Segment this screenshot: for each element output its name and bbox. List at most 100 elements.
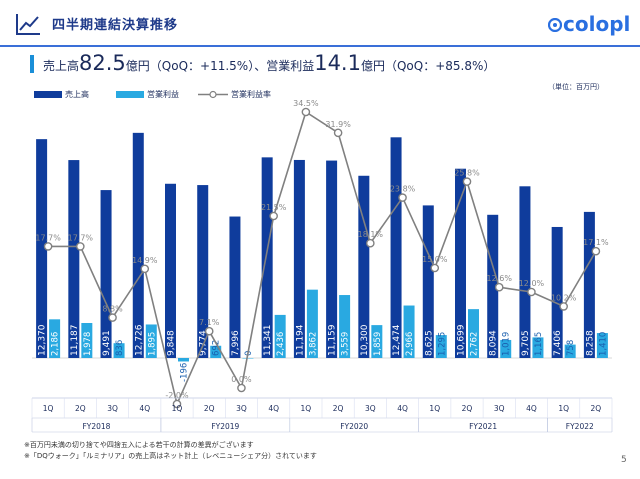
margin-point (43, 242, 53, 251)
brand-name: colopl (563, 12, 631, 36)
op-income-bar (113, 343, 125, 358)
legend-op-income: 営業利益 (116, 89, 179, 100)
margin-point (398, 193, 407, 202)
quarter-tick-label: 1Q (429, 404, 440, 413)
revenue-bar (100, 190, 112, 358)
margin-point (462, 177, 472, 186)
quarter-tick-label: 4Q (397, 404, 408, 413)
revenue-label: 11,341 (263, 325, 273, 357)
margin-point (172, 399, 182, 409)
revenue-label: 11,194 (295, 324, 305, 356)
revenue-bar (455, 168, 466, 358)
op-income-label: 1,295 (437, 332, 447, 356)
margin-label: 18.1% (358, 230, 384, 239)
legend-op-income-swatch (116, 91, 144, 98)
quarter-tick-label: 2Q (591, 404, 602, 413)
margin-point (237, 383, 246, 393)
legend-revenue: 売上高 (34, 89, 89, 100)
op-income-label: 2,966 (405, 332, 415, 356)
op-income-bar (403, 305, 415, 358)
fiscal-year-label: FY2021 (469, 422, 497, 431)
op-income-label: 0 (244, 351, 254, 356)
revenue-bar (519, 186, 531, 358)
op-income-label: 3,862 (308, 332, 318, 356)
revenue-bar (229, 216, 241, 358)
revenue-label: 12,474 (392, 324, 402, 356)
op-income-label: 692 (212, 340, 222, 356)
op-income-label: 1,165 (534, 332, 544, 356)
margin-point (430, 263, 440, 273)
quarter-tick-label: 3Q (236, 404, 247, 413)
revenue-label: 8,094 (489, 330, 499, 356)
fiscal-year-label: FY2020 (340, 422, 368, 431)
revenue-bar (487, 214, 499, 358)
margin-label: 34.5% (293, 99, 319, 108)
legend-margin-line (198, 90, 228, 99)
op-income-bar (339, 295, 351, 358)
margin-label: 10.2% (551, 293, 577, 302)
quarter-tick-label: 1Q (43, 404, 54, 413)
quarter-tick-label: 2Q (204, 404, 215, 413)
margin-label: 0.0% (231, 375, 252, 384)
op-income-label: 1,978 (83, 332, 93, 356)
margin-label: 8.8% (102, 305, 123, 314)
legend-revenue-swatch (34, 91, 62, 98)
header-rule (0, 45, 640, 47)
summary-revenue-value: 82.5 (79, 51, 126, 75)
margin-point (76, 242, 85, 251)
quarter-tick-label: 4Q (139, 404, 150, 413)
revenue-bar (422, 205, 434, 358)
op-income-bar (306, 289, 318, 358)
margin-label: 21.5% (261, 203, 287, 212)
op-income-bar (49, 319, 61, 358)
fiscal-year-label: FY2019 (211, 422, 239, 431)
revenue-bar (261, 157, 273, 358)
revenue-label: 11,159 (328, 324, 338, 356)
revenue-label: 9,848 (167, 330, 177, 356)
op-income-bar (435, 335, 447, 358)
chart-trend-icon (14, 11, 42, 41)
margin-point (140, 264, 150, 274)
brand-logo: colopl (547, 12, 631, 36)
summary-revenue-suffix: 億円（QoQ：+11.5%）、営業利益 (125, 59, 315, 73)
revenue-bar (551, 226, 563, 358)
revenue-label: 9,491 (102, 330, 112, 356)
revenue-label: 10,699 (457, 324, 467, 356)
op-income-bar (564, 344, 576, 358)
subtitle-accent (30, 55, 34, 73)
brand-mark-icon (547, 17, 563, 33)
margin-point (301, 107, 311, 117)
fiscal-year-label: FY2022 (566, 422, 594, 431)
margin-label: 23.8% (390, 185, 416, 194)
quarter-tick-label: 3Q (107, 404, 118, 413)
revenue-bar (36, 139, 48, 358)
quarter-tick-label: 4Q (268, 404, 279, 413)
margin-label: 17.1% (583, 238, 609, 247)
quarter-tick-label: 3Q (365, 404, 376, 413)
op-income-bar (178, 358, 189, 362)
op-income-label: 758 (566, 340, 576, 356)
legend-margin: 営業利益率 (198, 89, 271, 100)
footnote-2: ※「DQウォーク」「ルミナリア」の売上高はネット計上（レベニューシェア分）されて… (24, 452, 317, 460)
page-title: 四半期連結決算推移 (52, 18, 179, 33)
revenue-label: 9,705 (521, 330, 531, 356)
op-income-bar (500, 339, 512, 358)
unit-label: （単位：百万円） (548, 83, 604, 91)
quarter-tick-label: 3Q (494, 404, 505, 413)
margin-point (591, 246, 601, 256)
margin-point (333, 128, 343, 138)
revenue-label: 7,406 (553, 330, 563, 356)
summary-revenue-prefix: 売上高 (43, 59, 80, 73)
margin-point (559, 302, 568, 311)
revenue-bar (68, 160, 80, 358)
revenue-label: 7,996 (231, 330, 241, 356)
op-income-label: 1,895 (147, 332, 157, 356)
revenue-bar (583, 211, 595, 358)
margin-line (48, 110, 597, 407)
revenue-label: 8,625 (424, 330, 434, 356)
revenue-bar (326, 160, 338, 358)
margin-point (527, 287, 536, 297)
revenue-label: 12,370 (38, 324, 48, 356)
margin-label: 12.6% (487, 274, 513, 283)
